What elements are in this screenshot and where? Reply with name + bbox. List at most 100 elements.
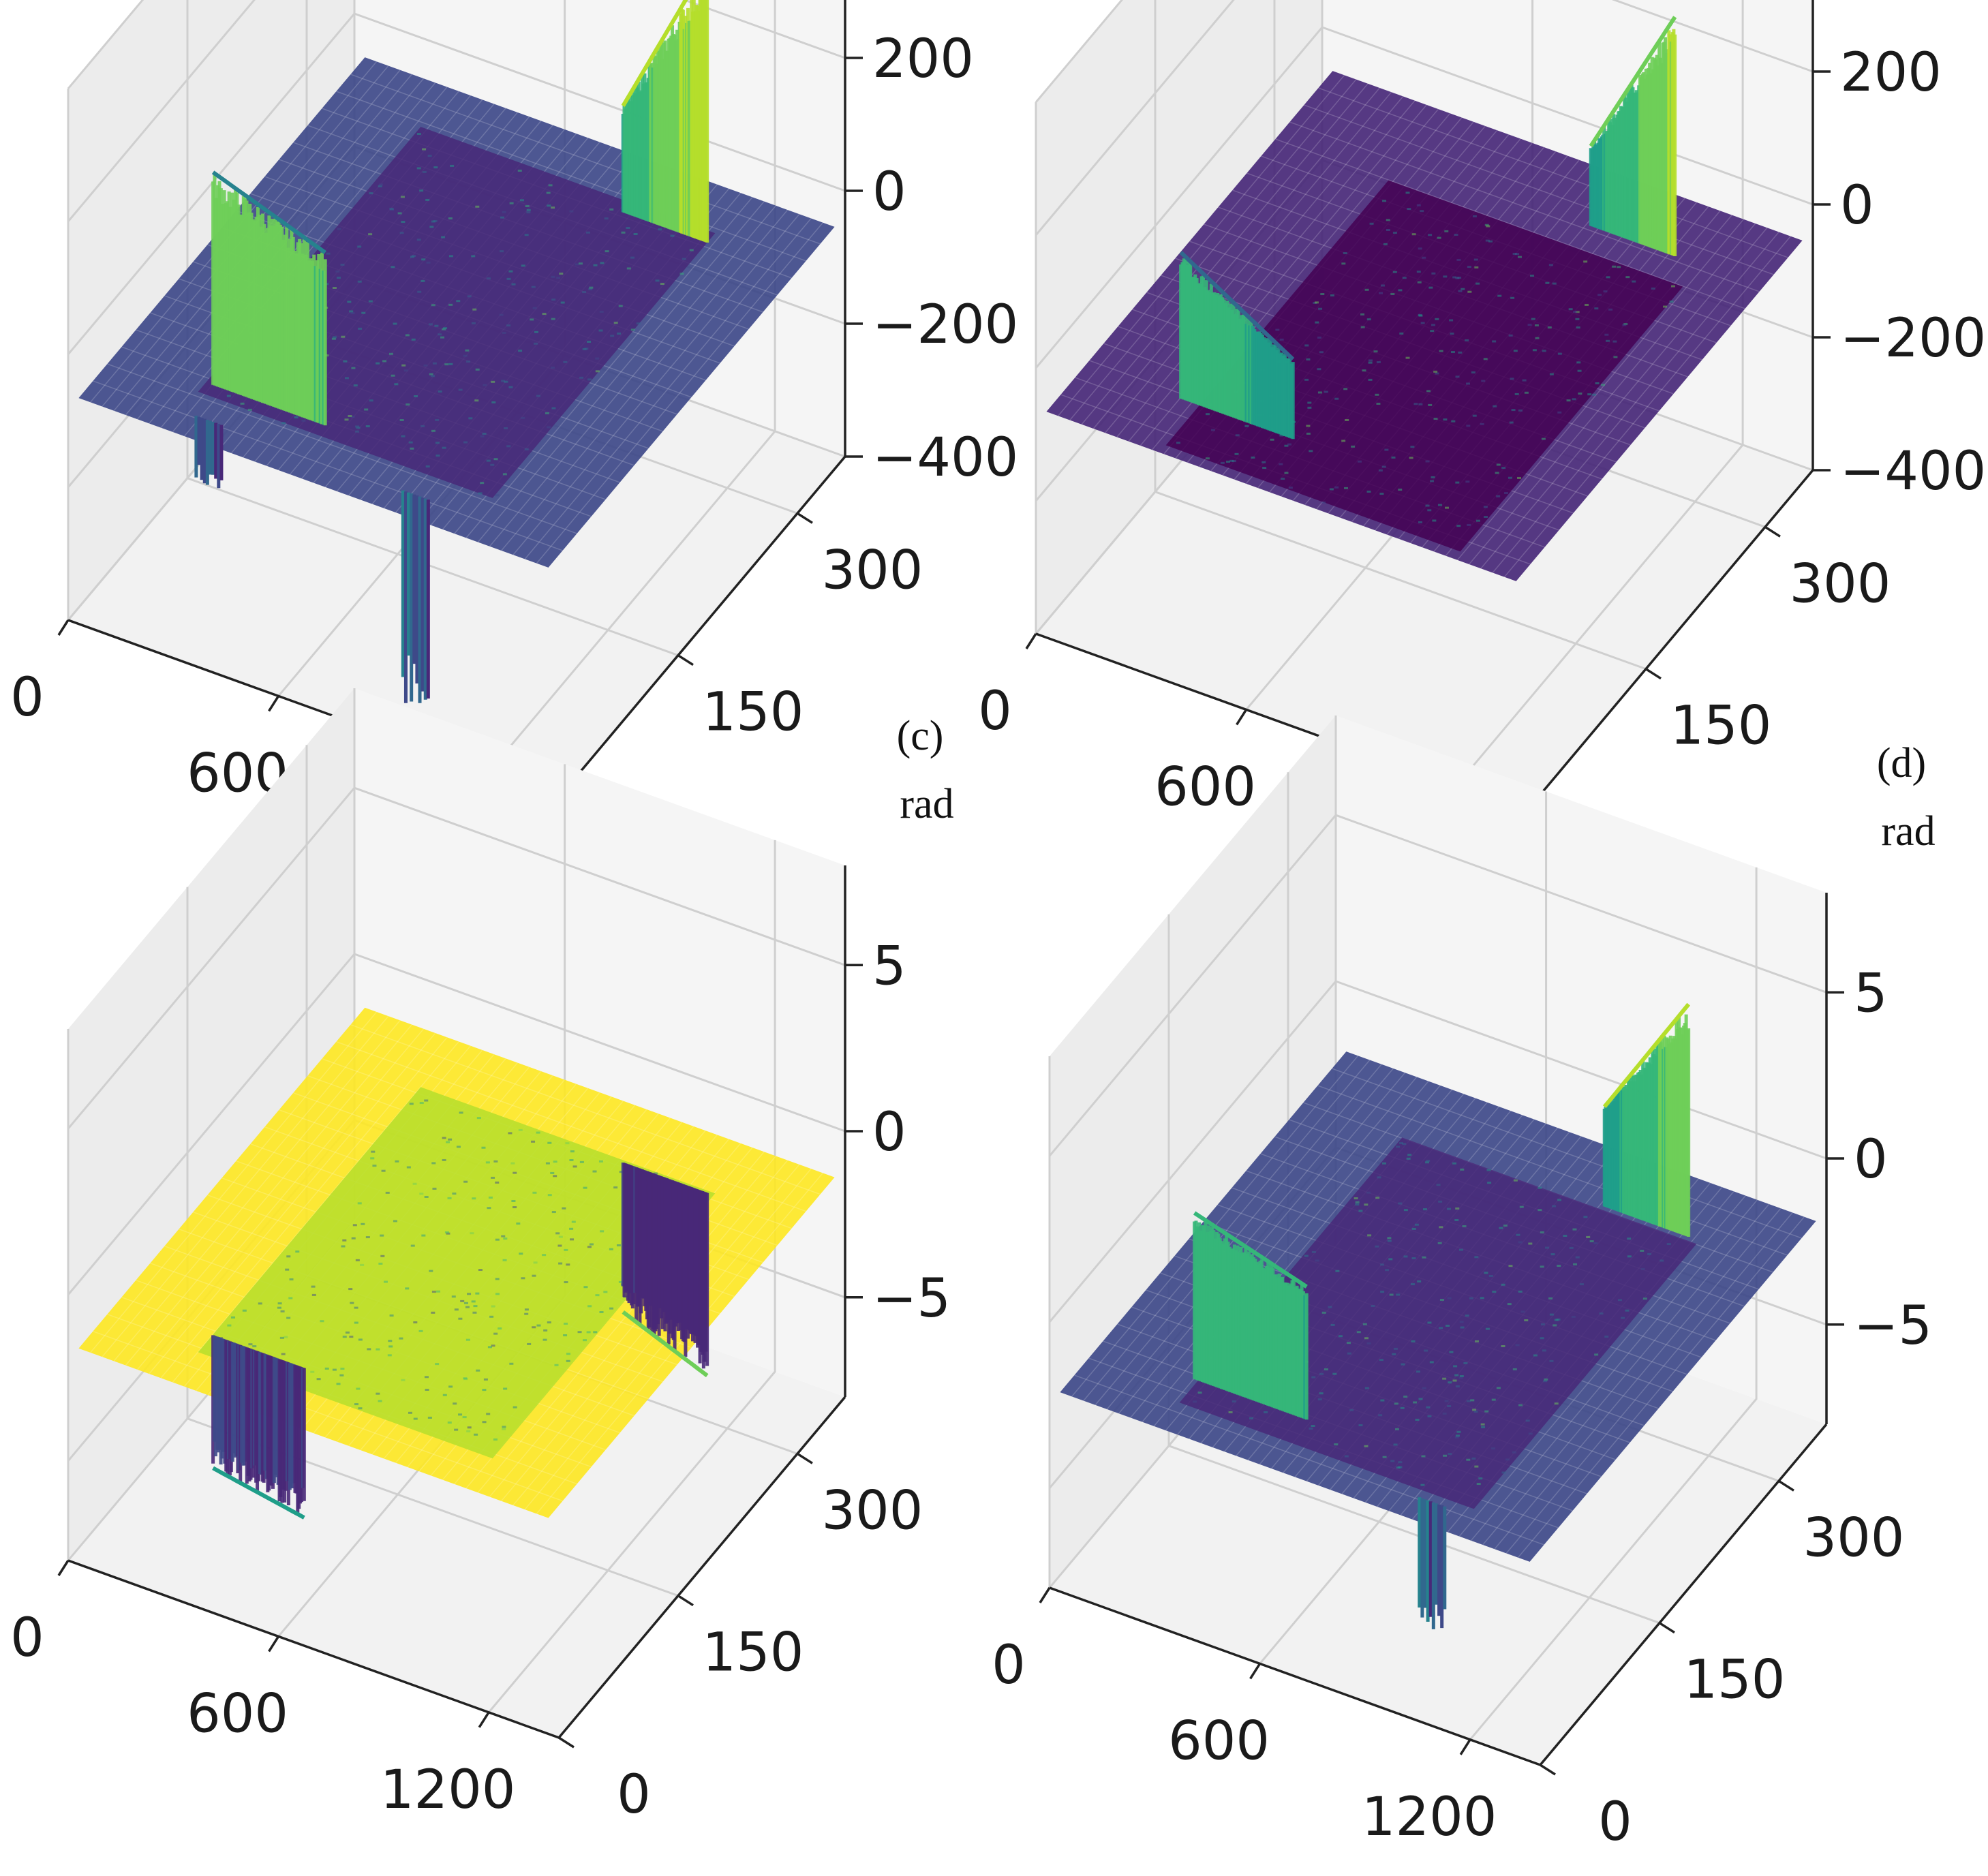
- surface-texel: [277, 1306, 281, 1309]
- surface-texel: [583, 1286, 588, 1289]
- surface-texel: [510, 1162, 515, 1165]
- surface-texel: [1418, 403, 1423, 405]
- surface-texel: [501, 380, 506, 382]
- x-tick: [268, 695, 280, 712]
- surface-texel: [491, 1176, 495, 1179]
- surface-ridge: [1589, 16, 1677, 256]
- surface-texel: [1334, 397, 1339, 400]
- surface-texel: [551, 298, 556, 301]
- surface-texel: [1452, 1162, 1457, 1165]
- surface-texel: [1416, 204, 1421, 206]
- surface-texel: [324, 1367, 329, 1370]
- surface-texel: [1411, 1257, 1416, 1259]
- surface-texel: [1508, 476, 1512, 479]
- surface-texel: [388, 1340, 393, 1342]
- surface-texel: [518, 350, 523, 352]
- surface-texel: [361, 311, 366, 314]
- mesh-line: [113, 1019, 401, 1362]
- surface-texel: [482, 433, 487, 435]
- surface-texel: [499, 313, 504, 316]
- surface-texel: [1410, 1283, 1415, 1286]
- surface-texel: [495, 1278, 500, 1280]
- surface-texel: [1420, 1483, 1425, 1486]
- surface-texel: [1400, 1406, 1405, 1409]
- surface-texel: [1455, 375, 1460, 378]
- surface-texel: [294, 416, 299, 418]
- surface-texel: [1455, 481, 1460, 484]
- ridge-crest: [1589, 16, 1677, 148]
- surface-texel: [413, 1417, 418, 1420]
- surface-texel: [1501, 1283, 1505, 1286]
- surface-texel: [1418, 247, 1422, 250]
- surface-texel: [1381, 1162, 1386, 1165]
- surface-texel: [1568, 308, 1573, 311]
- surface-texel: [421, 258, 426, 261]
- surface-texel: [400, 196, 405, 198]
- x-axis-line: [67, 1559, 560, 1739]
- x-tick-label: 600: [1168, 1710, 1270, 1772]
- surface-texel: [502, 1428, 506, 1430]
- surface-texel: [600, 262, 605, 264]
- surface-texel: [543, 1329, 548, 1332]
- surface-texel: [1456, 1430, 1461, 1433]
- surface-texel: [456, 1145, 461, 1148]
- surface-texel: [1320, 293, 1325, 296]
- surface-texel: [1566, 399, 1571, 402]
- surface-texel: [571, 1220, 576, 1223]
- surface-texel: [1345, 418, 1349, 421]
- surface-texel: [569, 210, 574, 213]
- surface-texel: [1460, 1168, 1465, 1171]
- surface-texel: [1603, 290, 1608, 293]
- surface-texel: [1364, 1387, 1369, 1389]
- surface-texel: [1411, 1340, 1416, 1342]
- surface-texel: [566, 1263, 570, 1266]
- surface-texel: [1495, 472, 1499, 474]
- mesh-line: [136, 1028, 425, 1370]
- surface-texel: [447, 1197, 452, 1199]
- grid-line-z: [67, 0, 846, 222]
- surface-texel: [1403, 1396, 1408, 1398]
- tick-labels: 0 600 1200 0 150 300 −5 0 5: [992, 963, 1932, 1853]
- surface-ridge: [211, 1335, 306, 1520]
- surface-texel: [545, 412, 549, 414]
- surface-texel: [1575, 1256, 1580, 1259]
- surface-texel: [311, 1285, 316, 1288]
- surface-texel: [280, 1310, 285, 1312]
- surface-texel: [1234, 452, 1239, 455]
- surface-texel: [284, 1336, 288, 1338]
- surface-texel: [1663, 305, 1668, 308]
- surface-texel: [354, 1403, 359, 1406]
- surface-texel: [1435, 318, 1439, 320]
- surface-plateau: [198, 1087, 716, 1459]
- surface-texel: [1446, 1208, 1451, 1210]
- surface-texel: [429, 1270, 433, 1272]
- surface-texel: [1531, 318, 1535, 320]
- surface-texel: [513, 1171, 517, 1174]
- surface-texel: [1205, 457, 1210, 460]
- surface-texel: [1343, 388, 1348, 390]
- surface-texel: [501, 1235, 506, 1237]
- x-tick: [1249, 1663, 1261, 1680]
- surface-texel: [587, 1305, 592, 1308]
- grid-line-x: [1469, 867, 1758, 1740]
- surface-texel: [1480, 422, 1484, 425]
- mesh-line: [102, 1015, 389, 1357]
- surface-texel: [1544, 1378, 1548, 1381]
- surface-texel: [1401, 1363, 1405, 1366]
- surface-texel: [1394, 1428, 1399, 1430]
- surface-texel: [595, 357, 600, 360]
- surface-texel: [1442, 1412, 1447, 1415]
- z-tick-label: −5: [1854, 1295, 1932, 1357]
- y-tick: [1540, 1764, 1556, 1776]
- surface-texel: [399, 418, 404, 421]
- surface-texel: [532, 1326, 536, 1329]
- surface-texel: [1508, 334, 1513, 337]
- surface-texel: [1450, 333, 1454, 335]
- surface-texel: [1454, 1436, 1459, 1439]
- surface-texel: [1509, 421, 1514, 424]
- surface-texel: [1369, 222, 1374, 225]
- mesh-line: [1469, 223, 1756, 565]
- surface-texel: [1315, 321, 1319, 324]
- surface-texel: [1505, 1458, 1510, 1461]
